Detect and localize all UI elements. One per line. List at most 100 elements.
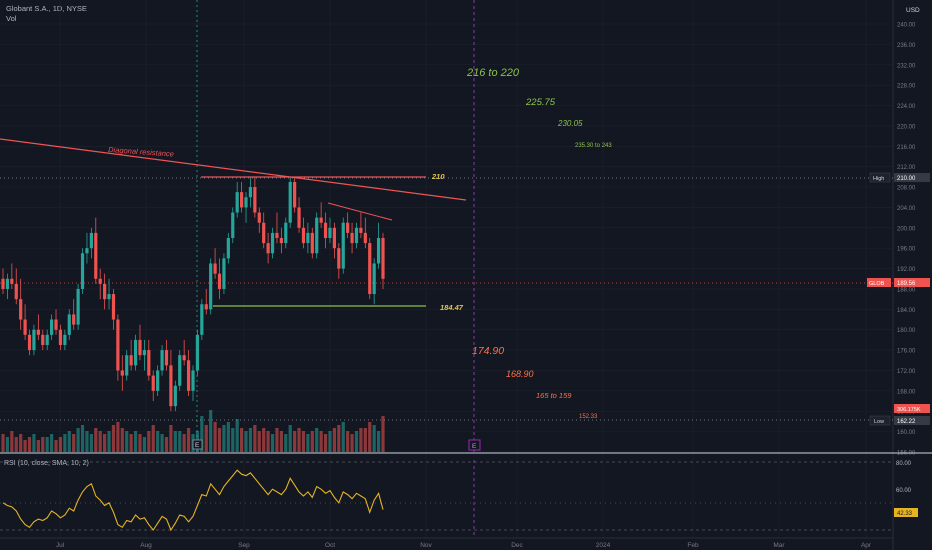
volume-bar	[80, 425, 85, 452]
earnings-event-letter: E	[195, 442, 200, 449]
time-label: Sep	[238, 542, 250, 549]
candle-body	[85, 248, 89, 254]
diagonal-resistance-line[interactable]	[0, 138, 467, 201]
candle-body	[142, 350, 146, 356]
candle-body	[151, 375, 155, 391]
candle-body	[231, 212, 235, 238]
candle-body	[350, 232, 354, 244]
candle-body	[182, 355, 186, 361]
candle-body	[301, 227, 306, 244]
level-210-label: 210	[431, 172, 445, 181]
candle-body	[160, 350, 164, 371]
volume-bar	[279, 431, 283, 452]
candle-body	[164, 350, 169, 366]
candle-body	[200, 304, 204, 335]
volume-bar	[27, 437, 32, 452]
upcoming-earnings-marker[interactable]	[468, 439, 481, 451]
volume-bar	[142, 437, 146, 452]
price-tick: 236.00	[897, 43, 916, 49]
candle-body	[50, 319, 54, 335]
high-marker-box	[894, 173, 930, 182]
volume-bar	[19, 434, 23, 452]
candle-body	[209, 263, 213, 310]
volume-bar	[376, 431, 381, 452]
candle-body	[368, 243, 372, 295]
candle-body	[191, 370, 195, 391]
price-tick: 192.00	[897, 267, 916, 273]
volume-bar	[125, 431, 129, 452]
target-up-1: 216 to 220	[466, 67, 520, 79]
candle-body	[293, 181, 297, 208]
volume-bar	[306, 434, 310, 452]
candle-body	[248, 187, 253, 198]
candle-body	[306, 232, 310, 244]
candle-body	[138, 339, 142, 356]
earnings-event-marker[interactable]	[192, 439, 203, 450]
candle-body	[346, 222, 350, 233]
volume-bar	[346, 431, 350, 452]
candle-body	[169, 365, 173, 407]
volume-bar	[231, 428, 235, 452]
volume-bar	[270, 434, 275, 452]
price-tick: 176.00	[897, 349, 916, 355]
volume-bars	[1, 410, 385, 452]
volume-bar	[315, 428, 319, 452]
volume-bar	[323, 434, 328, 452]
candle-body	[58, 329, 63, 345]
volume-bar	[217, 428, 222, 452]
volume-bar	[359, 428, 363, 452]
volume-bar	[164, 437, 169, 452]
candle-body	[372, 263, 376, 295]
target-up-2: 225.75	[525, 97, 556, 108]
candle-body	[27, 334, 32, 351]
volume-bar	[23, 440, 27, 452]
current-price-box	[894, 278, 930, 287]
price-axis[interactable]	[893, 0, 932, 550]
candles	[1, 176, 385, 412]
candle-body	[266, 243, 270, 254]
candle-body	[41, 334, 45, 345]
volume-bar	[98, 431, 102, 452]
price-tick: 196.00	[897, 247, 916, 253]
rsi-tick-80: 80.00	[896, 461, 912, 467]
target-down-3: 165 to 159	[536, 391, 572, 400]
low-marker-box	[894, 416, 930, 425]
volume-bar	[288, 425, 292, 452]
volume-bar	[275, 428, 279, 452]
candle-body	[72, 314, 76, 325]
volume-bar	[45, 437, 49, 452]
diagonal-resistance-label: Diagonal resistance	[108, 145, 174, 159]
volume-bar	[209, 410, 213, 452]
grid	[0, 0, 893, 538]
time-label: Jul	[56, 542, 65, 549]
candle-body	[94, 232, 98, 279]
candle-body	[5, 278, 10, 289]
volume-bar	[147, 431, 151, 452]
volume-bar	[94, 428, 98, 452]
candle-body	[240, 192, 244, 208]
time-axis[interactable]: Jul Aug Sep Oct Nov Dec 2024 Feb Mar Apr	[56, 542, 872, 549]
volume-bar	[262, 428, 266, 452]
price-tick: 200.00	[897, 226, 916, 232]
symbol-label: GLOB	[869, 281, 885, 287]
candle-body	[80, 253, 85, 289]
chart-title[interactable]: Globant S.A., 1D, NYSE	[6, 4, 87, 13]
volume-bar	[204, 425, 208, 452]
volume-bar	[235, 419, 239, 452]
short-resistance-line[interactable]	[327, 202, 393, 221]
volume-bar	[50, 434, 54, 452]
volume-bar	[257, 431, 261, 452]
price-tick: 184.00	[897, 308, 916, 314]
volume-bar	[350, 434, 354, 452]
volume-bar	[186, 428, 191, 452]
candle-body	[222, 258, 226, 289]
candle-body	[359, 227, 363, 233]
volume-bar	[72, 434, 76, 452]
target-up-4: 235.30 to 243	[575, 143, 612, 149]
volume-bar	[310, 431, 314, 452]
price-tick: 228.00	[897, 84, 916, 90]
candle-body	[89, 232, 93, 249]
volume-value: 306.175K	[897, 407, 921, 413]
price-tick: 212.00	[897, 165, 916, 171]
